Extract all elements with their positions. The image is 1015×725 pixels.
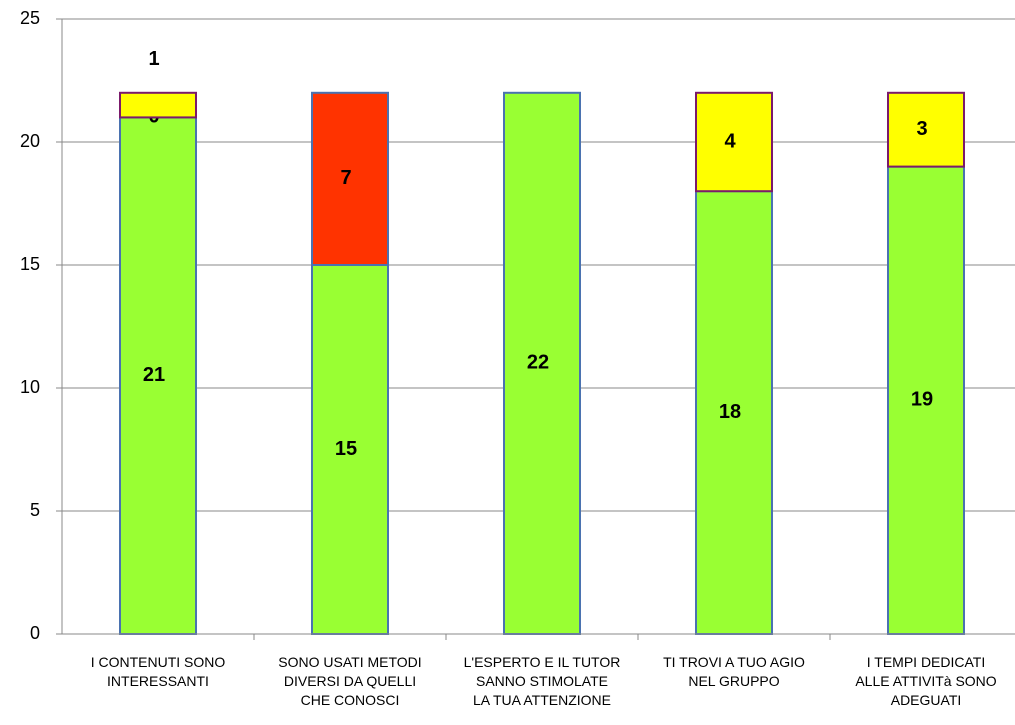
- bar-segment: [695, 91, 773, 193]
- data-label: 19: [911, 389, 933, 411]
- data-label: 3: [916, 118, 927, 140]
- bar-segment: [311, 264, 389, 635]
- data-label: 4: [724, 130, 736, 152]
- x-tick-label: I TEMPI DEDICATI ALLE ATTIVITà SONO ADEG…: [855, 654, 997, 708]
- data-label: 15: [335, 438, 357, 460]
- x-tick-label: L'ESPERTO E IL TUTOR SANNO STIMOLATE LA …: [463, 654, 621, 708]
- bar-segment: [119, 91, 197, 119]
- bar-segment: [887, 91, 965, 168]
- y-tick-label: 20: [20, 131, 40, 151]
- bar-segment: [311, 91, 389, 266]
- y-tick-label: 25: [20, 8, 40, 28]
- y-tick-label: 0: [30, 623, 40, 643]
- bar-segment: [887, 165, 965, 635]
- x-tick-label: SONO USATI METODI DIVERSI DA QUELLI CHE …: [278, 654, 422, 708]
- x-tick-label: I CONTENUTI SONO INTERESSANTI: [90, 654, 226, 689]
- y-tick-label: 5: [30, 500, 40, 520]
- y-tick-label: 10: [20, 377, 40, 397]
- data-label: 21: [143, 364, 165, 386]
- data-label: 18: [719, 401, 741, 423]
- data-label: 22: [527, 352, 549, 374]
- data-label: 7: [340, 167, 351, 189]
- y-tick-label: 15: [20, 254, 40, 274]
- bar-segment: [503, 91, 581, 636]
- bar-segment: [119, 116, 197, 635]
- x-tick-label: TI TROVI A TUO AGIO NEL GRUPPO: [663, 654, 805, 689]
- data-label: 1: [148, 48, 159, 70]
